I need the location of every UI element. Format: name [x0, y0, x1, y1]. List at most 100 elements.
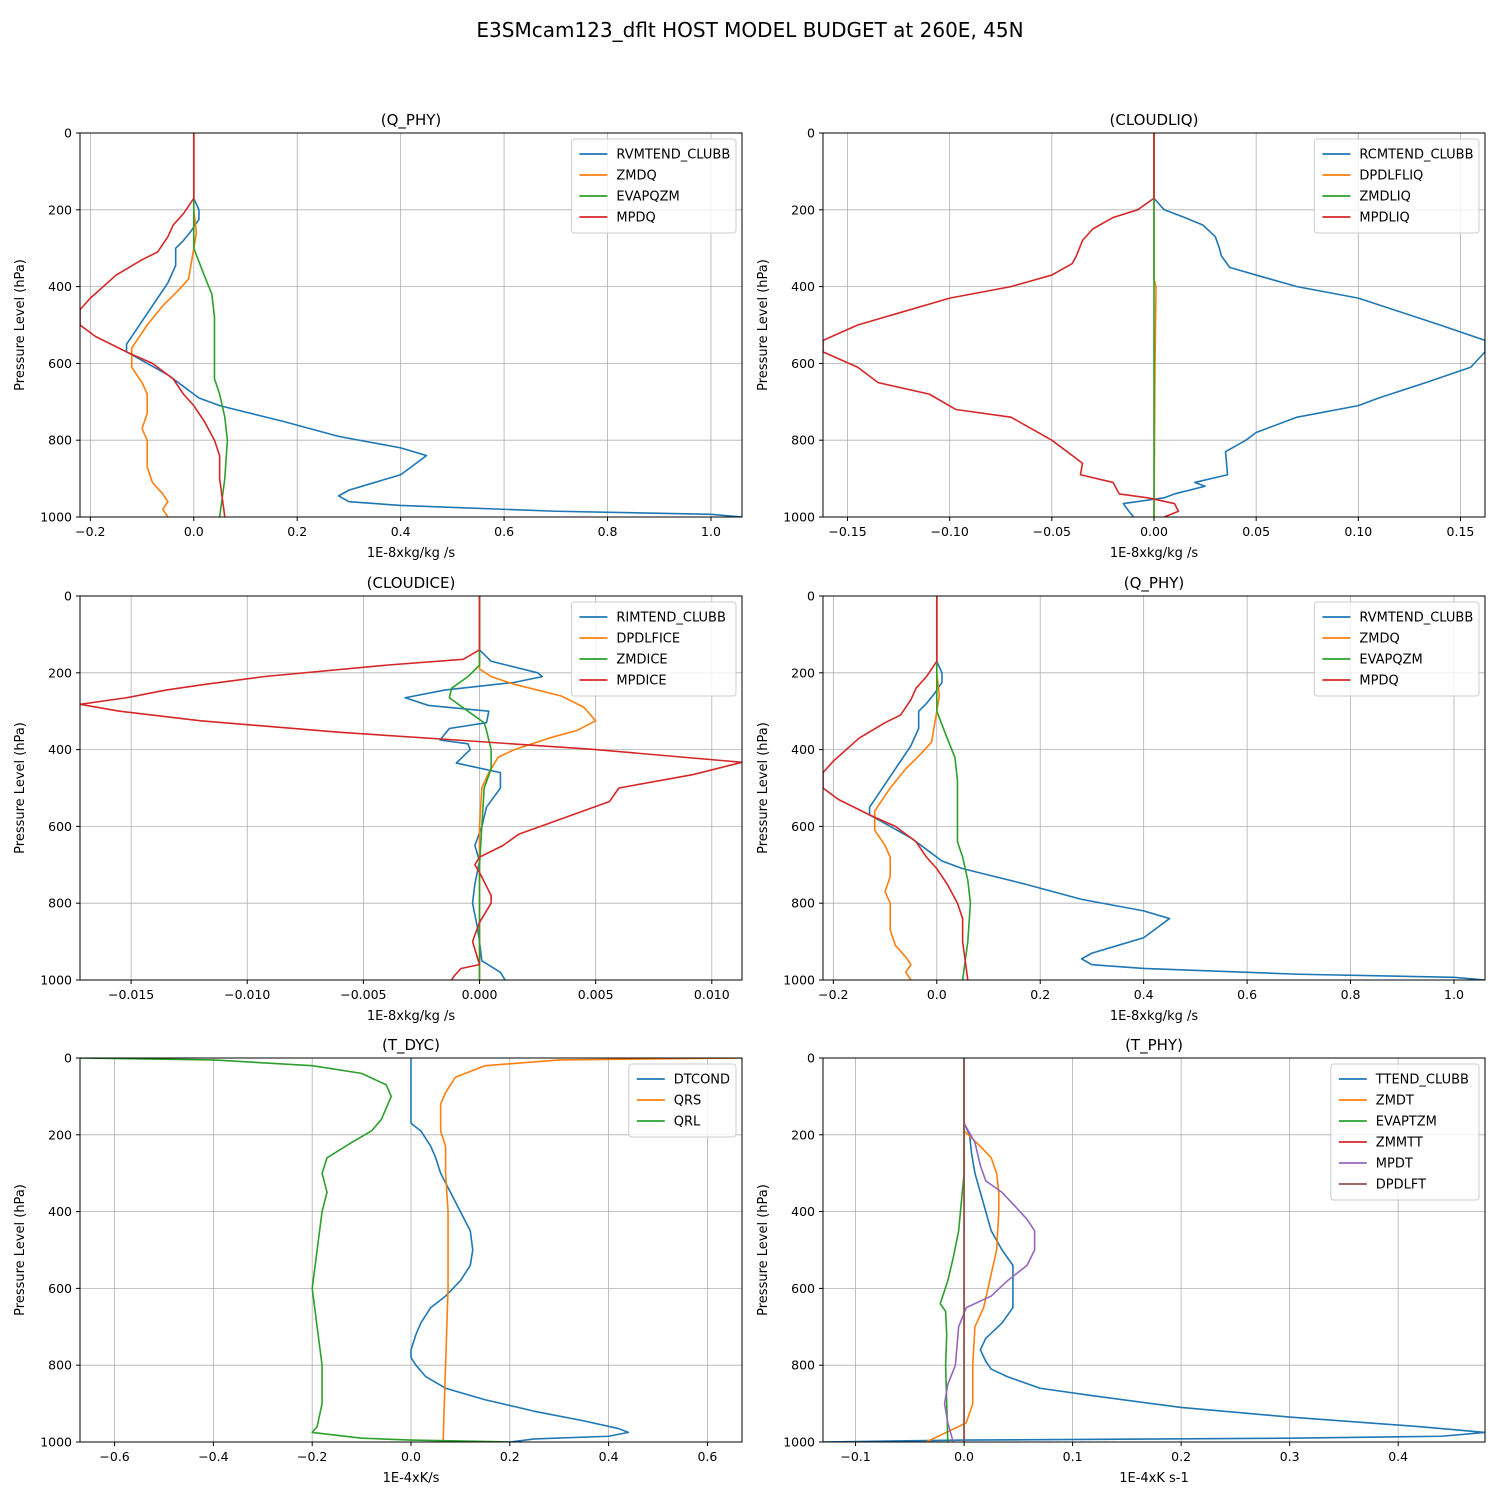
legend-label: RVMTEND_CLUBB [1359, 611, 1473, 626]
legend-box [1313, 601, 1480, 697]
legend-label: MPDT [1376, 1157, 1413, 1172]
legend-label: QRS [674, 1094, 702, 1109]
y-tick-label: 800 [791, 1358, 815, 1373]
x-axis-label: 1E-8xkg/kg /s [367, 546, 456, 561]
y-tick-label: 0 [807, 589, 815, 604]
series-line-mpdq [80, 133, 226, 517]
chart-panel-4: −0.2 0.0 0.2 0.4 0.6 0.8 1.0 0 200 400 600 800 1000 (… [756, 574, 1486, 1024]
legend-label: MPDICE [616, 674, 666, 689]
y-axis-label: Pressure Level (hPa) [756, 1184, 771, 1316]
series-line-rcmtend_clubb [1122, 133, 1485, 517]
y-tick-label: 800 [48, 1358, 72, 1373]
x-tick-label: −0.2 [818, 987, 848, 1002]
legend-label: EVAPTZM [1376, 1115, 1437, 1130]
legend: RVMTEND_CLUBB ZMDQ EVAPQZM MPDQ [1313, 601, 1480, 697]
x-axis-label: 1E-8xkg/kg /s [1110, 546, 1199, 561]
x-tick-label: 0.4 [391, 524, 411, 539]
legend-label: ZMDQ [1359, 632, 1399, 647]
x-tick-label: −0.1 [840, 1449, 870, 1464]
x-tick-label: 1.0 [701, 524, 721, 539]
axes-frame [79, 132, 743, 518]
x-tick-label: 1.0 [1444, 987, 1464, 1002]
y-tick-label: 200 [48, 665, 72, 680]
x-tick-label: −0.05 [1033, 524, 1071, 539]
y-tick-label: 600 [48, 819, 72, 834]
x-tick-label: 0.4 [599, 1449, 619, 1464]
x-tick-label: 0.2 [287, 524, 307, 539]
chart-panel-3: −0.015 −0.010 −0.005 0.000 0.005 0.010 0 200 400… [13, 574, 743, 1024]
series-line-mpdliq [823, 133, 1180, 517]
x-tick-label: −0.6 [99, 1449, 129, 1464]
y-tick-label: 1000 [40, 510, 72, 525]
figure-title: E3SMcam123_dflt HOST MODEL BUDGET at 260… [476, 18, 1023, 42]
y-tick-label: 200 [791, 665, 815, 680]
axes-frame [822, 595, 1486, 981]
series-line-zmdq [873, 596, 941, 980]
series-line-mpdt [943, 1058, 1036, 1442]
x-tick-label: 0.2 [500, 1449, 520, 1464]
x-tick-label: −0.4 [198, 1449, 228, 1464]
x-tick-label: 0.3 [1280, 1449, 1300, 1464]
series-line-zmdt [925, 1058, 1000, 1442]
y-tick-label: 1000 [783, 510, 815, 525]
y-tick-label: 0 [64, 126, 72, 141]
chart-panel-2: −0.15 −0.10 −0.05 0.00 0.05 0.10 0.15 0 200 400 60… [756, 111, 1486, 561]
legend-label: MPDLIQ [1359, 211, 1409, 226]
x-tick-label: 0.0 [401, 1449, 421, 1464]
x-axis-label: 1E-8xkg/kg /s [367, 1009, 456, 1024]
legend-box [570, 138, 737, 234]
x-tick-label: −0.15 [828, 524, 866, 539]
x-tick-label: 0.10 [1344, 524, 1372, 539]
y-tick-label: 0 [64, 589, 72, 604]
y-tick-label: 200 [48, 202, 72, 217]
chart-title: (T_PHY) [1125, 1036, 1183, 1055]
x-tick-label: 0.4 [1388, 1449, 1408, 1464]
chart-title: (Q_PHY) [381, 111, 442, 130]
x-tick-label: −0.2 [297, 1449, 327, 1464]
x-tick-label: 0.2 [1030, 987, 1050, 1002]
y-tick-label: 0 [64, 1051, 72, 1066]
legend-label: ZMDLIQ [1359, 190, 1410, 205]
x-tick-label: −0.010 [224, 987, 270, 1002]
legend-label: QRL [674, 1115, 701, 1130]
series-line-rvmtend_clubb [868, 596, 1485, 980]
legend-label: RCMTEND_CLUBB [1359, 148, 1473, 163]
legend-label: TTEND_CLUBB [1375, 1073, 1469, 1088]
y-tick-label: 400 [791, 279, 815, 294]
y-axis-label: Pressure Level (hPa) [756, 722, 771, 854]
legend-label: DPDLFICE [616, 632, 680, 647]
y-tick-label: 400 [48, 1204, 72, 1219]
y-tick-label: 800 [48, 433, 72, 448]
x-tick-label: 0.4 [1134, 987, 1154, 1002]
y-tick-label: 1000 [783, 1435, 815, 1450]
series-line-mpdice [80, 596, 742, 980]
axes-frame [79, 595, 743, 981]
x-tick-label: 0.05 [1242, 524, 1270, 539]
y-tick-label: 400 [791, 1204, 815, 1219]
x-axis-label: 1E-4xK s-1 [1119, 1471, 1189, 1486]
chart-title: (Q_PHY) [1124, 574, 1185, 593]
y-tick-label: 400 [48, 279, 72, 294]
series-line-dtcond [410, 1058, 630, 1442]
y-axis-label: Pressure Level (hPa) [13, 1184, 28, 1316]
legend: DTCOND QRS QRL [628, 1063, 737, 1138]
axes-frame [822, 1057, 1486, 1443]
legend-box [570, 601, 737, 697]
series-line-zmdice [448, 596, 492, 980]
series-line-mpdq [823, 596, 969, 980]
x-tick-label: −0.10 [931, 524, 969, 539]
y-tick-label: 600 [791, 356, 815, 371]
y-axis-label: Pressure Level (hPa) [756, 259, 771, 391]
series-line-evaptzm [939, 1058, 965, 1442]
x-tick-label: 0.6 [494, 524, 514, 539]
y-tick-label: 0 [807, 126, 815, 141]
x-tick-label: 0.1 [1063, 1449, 1083, 1464]
x-tick-label: 0.6 [697, 1449, 717, 1464]
series-line-qrl [80, 1058, 510, 1442]
x-tick-label: 0.8 [1341, 987, 1361, 1002]
y-axis-label: Pressure Level (hPa) [13, 722, 28, 854]
series-line-rvmtend_clubb [125, 133, 742, 517]
x-tick-label: 0.0 [184, 524, 204, 539]
panels: −0.2 0.0 0.2 0.4 0.6 0.8 1.0 0 200 400 600 800 1000 (… [13, 111, 1486, 1486]
y-tick-label: 1000 [40, 1435, 72, 1450]
